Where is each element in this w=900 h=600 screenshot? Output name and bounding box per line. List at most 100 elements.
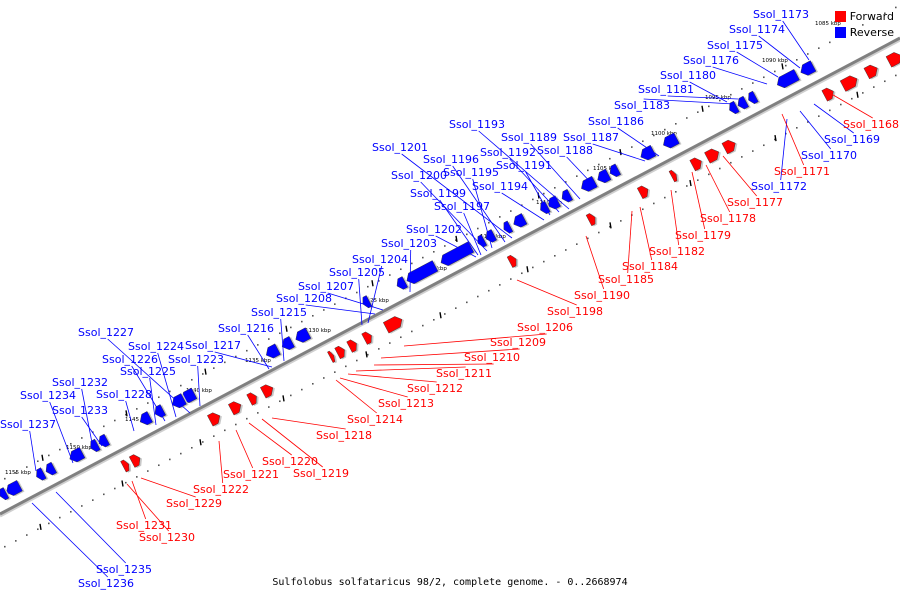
reverse-gene-label[interactable]: Ssol_1205	[329, 266, 385, 279]
forward-gene-label[interactable]: Ssol_1210	[464, 351, 520, 364]
forward-gene-label[interactable]: Ssol_1229	[166, 497, 222, 510]
forward-gene-label[interactable]: Ssol_1178	[700, 212, 756, 225]
reverse-gene-label[interactable]: Ssol_1232	[52, 376, 108, 389]
reverse-gene-label[interactable]: Ssol_1236	[78, 577, 134, 590]
forward-gene-label[interactable]: Ssol_1179	[675, 229, 731, 242]
forward-gene-arrow[interactable]	[585, 212, 598, 227]
reverse-gene-label[interactable]: Ssol_1204	[352, 253, 408, 266]
reverse-gene-arrow[interactable]	[483, 229, 498, 244]
reverse-gene-arrow[interactable]	[638, 144, 657, 162]
forward-gene-arrow[interactable]	[334, 344, 348, 360]
forward-gene-arrow[interactable]	[839, 73, 860, 92]
forward-gene-arrow[interactable]	[346, 338, 360, 353]
reverse-gene-label[interactable]: Ssol_1223	[168, 353, 224, 366]
forward-gene-label[interactable]: Ssol_1190	[574, 289, 630, 302]
forward-gene-arrow[interactable]	[260, 382, 275, 399]
forward-gene-label[interactable]: Ssol_1222	[193, 483, 249, 496]
reverse-gene-arrow[interactable]	[263, 343, 281, 361]
reverse-gene-label[interactable]: Ssol_1228	[96, 388, 152, 401]
forward-gene-arrow[interactable]	[704, 147, 721, 164]
reverse-gene-arrow[interactable]	[67, 446, 86, 464]
reverse-gene-arrow[interactable]	[579, 175, 598, 194]
reverse-gene-arrow[interactable]	[595, 168, 612, 185]
reverse-gene-label[interactable]: Ssol_1227	[78, 326, 134, 339]
forward-gene-arrow[interactable]	[128, 453, 143, 468]
reverse-gene-label[interactable]: Ssol_1217	[185, 339, 241, 352]
reverse-gene-label[interactable]: Ssol_1175	[707, 39, 763, 52]
reverse-gene-arrow[interactable]	[0, 487, 10, 501]
forward-gene-label[interactable]: Ssol_1211	[436, 367, 492, 380]
reverse-gene-label[interactable]: Ssol_1173	[753, 8, 809, 21]
reverse-gene-arrow[interactable]	[607, 163, 622, 179]
reverse-gene-label[interactable]: Ssol_1199	[410, 187, 466, 200]
forward-gene-arrow[interactable]	[246, 391, 260, 406]
forward-gene-label[interactable]: Ssol_1214	[347, 413, 403, 426]
reverse-gene-label[interactable]: Ssol_1188	[537, 144, 593, 157]
reverse-gene-label[interactable]: Ssol_1226	[102, 353, 158, 366]
reverse-gene-arrow[interactable]	[179, 387, 198, 405]
reverse-gene-arrow[interactable]	[152, 404, 167, 419]
reverse-gene-label[interactable]: Ssol_1202	[406, 223, 462, 236]
reverse-gene-label[interactable]: Ssol_1237	[0, 418, 56, 431]
reverse-gene-label[interactable]: Ssol_1208	[276, 292, 332, 305]
reverse-gene-label[interactable]: Ssol_1207	[298, 280, 354, 293]
reverse-gene-arrow[interactable]	[545, 195, 561, 212]
reverse-gene-label[interactable]: Ssol_1189	[501, 131, 557, 144]
reverse-gene-arrow[interactable]	[137, 411, 153, 427]
reverse-gene-label[interactable]: Ssol_1174	[729, 23, 785, 36]
forward-gene-label[interactable]: Ssol_1171	[774, 165, 830, 178]
reverse-gene-arrow[interactable]	[774, 69, 800, 90]
reverse-gene-arrow[interactable]	[438, 241, 475, 269]
reverse-gene-label[interactable]: Ssol_1235	[96, 563, 152, 576]
forward-gene-label[interactable]: Ssol_1184	[622, 260, 678, 273]
reverse-gene-label[interactable]: Ssol_1200	[391, 169, 447, 182]
forward-gene-label[interactable]: Ssol_1230	[139, 531, 195, 544]
reverse-gene-label[interactable]: Ssol_1187	[563, 131, 619, 144]
reverse-gene-label[interactable]: Ssol_1181	[638, 83, 694, 96]
reverse-gene-label[interactable]: Ssol_1196	[423, 153, 479, 166]
forward-gene-label[interactable]: Ssol_1206	[517, 321, 573, 334]
forward-gene-arrow[interactable]	[689, 156, 704, 172]
reverse-gene-label[interactable]: Ssol_1203	[381, 237, 437, 250]
forward-gene-arrow[interactable]	[207, 410, 222, 427]
reverse-gene-label[interactable]: Ssol_1225	[120, 365, 176, 378]
reverse-gene-label[interactable]: Ssol_1234	[20, 389, 76, 402]
reverse-gene-label[interactable]: Ssol_1192	[480, 146, 536, 159]
forward-gene-label[interactable]: Ssol_1168	[843, 118, 899, 131]
reverse-gene-arrow[interactable]	[96, 433, 111, 449]
reverse-gene-arrow[interactable]	[4, 480, 23, 498]
forward-gene-arrow[interactable]	[721, 138, 738, 155]
reverse-gene-label[interactable]: Ssol_1224	[128, 340, 184, 353]
forward-gene-label[interactable]: Ssol_1221	[223, 468, 279, 481]
reverse-gene-arrow[interactable]	[43, 461, 58, 477]
reverse-gene-arrow[interactable]	[279, 336, 295, 352]
reverse-gene-label[interactable]: Ssol_1183	[614, 99, 670, 112]
forward-gene-label[interactable]: Ssol_1185	[598, 273, 654, 286]
reverse-gene-arrow[interactable]	[511, 213, 528, 229]
forward-gene-arrow[interactable]	[506, 254, 519, 268]
forward-gene-label[interactable]: Ssol_1220	[262, 455, 318, 468]
reverse-gene-label[interactable]: Ssol_1191	[496, 159, 552, 172]
reverse-gene-label[interactable]: Ssol_1193	[449, 118, 505, 131]
forward-gene-arrow[interactable]	[120, 459, 132, 473]
reverse-gene-label[interactable]: Ssol_1180	[660, 69, 716, 82]
reverse-gene-label[interactable]: Ssol_1215	[251, 306, 307, 319]
reverse-gene-label[interactable]: Ssol_1233	[52, 404, 108, 417]
reverse-gene-label[interactable]: Ssol_1186	[588, 115, 644, 128]
reverse-gene-label[interactable]: Ssol_1216	[218, 322, 274, 335]
forward-gene-label[interactable]: Ssol_1177	[727, 196, 783, 209]
forward-gene-label[interactable]: Ssol_1231	[116, 519, 172, 532]
forward-gene-arrow[interactable]	[382, 314, 405, 334]
reverse-gene-label[interactable]: Ssol_1197	[434, 200, 490, 213]
reverse-gene-arrow[interactable]	[404, 260, 439, 287]
forward-gene-arrow[interactable]	[863, 63, 880, 80]
reverse-gene-arrow[interactable]	[293, 327, 312, 345]
forward-gene-label[interactable]: Ssol_1198	[547, 305, 603, 318]
reverse-gene-arrow[interactable]	[394, 276, 409, 292]
reverse-gene-label[interactable]: Ssol_1170	[801, 149, 857, 162]
reverse-gene-arrow[interactable]	[501, 220, 514, 235]
reverse-gene-label[interactable]: Ssol_1169	[824, 133, 880, 146]
forward-gene-label[interactable]: Ssol_1182	[649, 245, 705, 258]
reverse-gene-label[interactable]: Ssol_1201	[372, 141, 428, 154]
reverse-gene-arrow[interactable]	[727, 100, 740, 115]
